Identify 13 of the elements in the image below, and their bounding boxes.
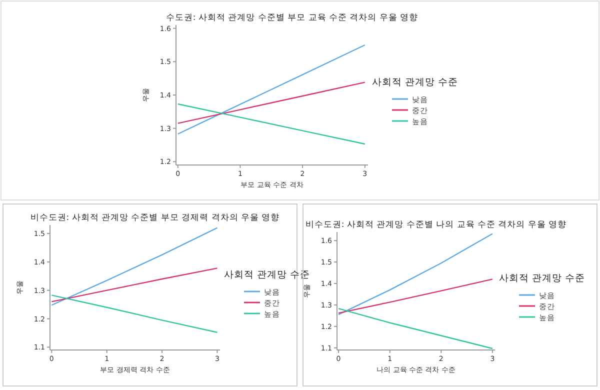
line-series [177,82,366,124]
legend-title: 사회적 관계망 수준 [499,273,586,284]
legend-title: 사회적 관계망 수준 [372,77,458,88]
chart-title: 수도권: 사회적 관계망 수준별 부모 교육 수준 격차의 우울 영향 [166,13,418,23]
line-series [177,103,366,145]
line-series [338,233,494,316]
line-series [51,294,218,333]
chart-title: 비수도권: 사회적 관계망 수준별 나의 교육 수준 격차의 우울 영향 [305,220,567,230]
line-series [177,44,366,135]
chart-title: 비수도권: 사회적 관계망 수준별 부모 경제력 격차의 우울 영향 [30,213,280,223]
line-series [51,227,218,306]
line-series [51,268,218,302]
line-series [338,278,494,314]
